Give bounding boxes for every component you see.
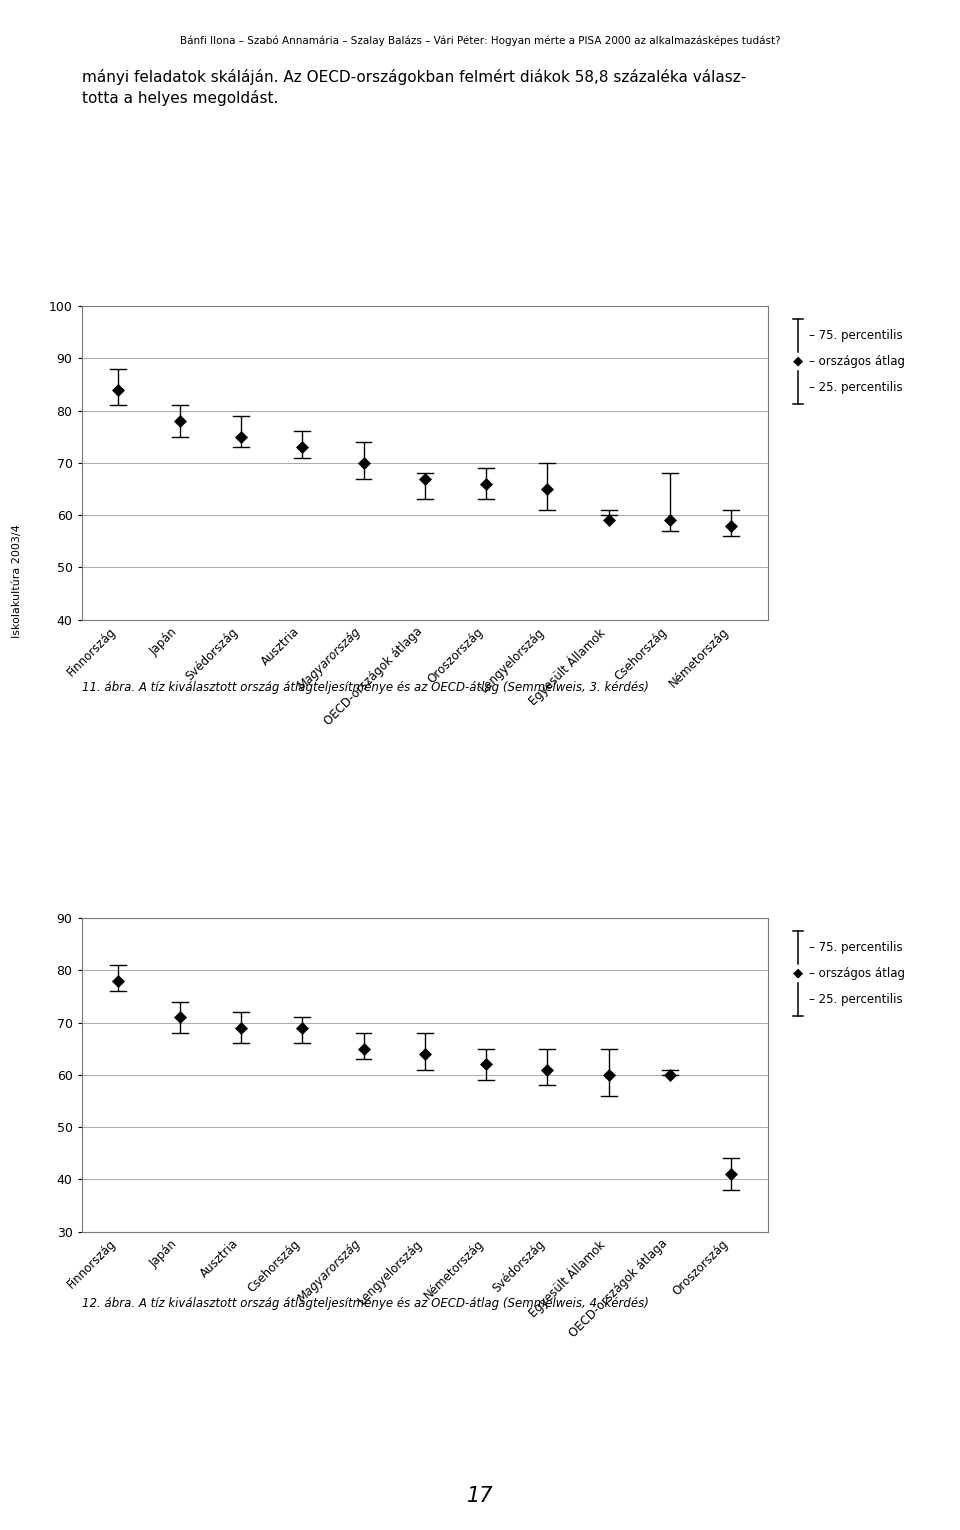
- Text: 17: 17: [467, 1486, 493, 1506]
- Text: OECD-országok átlaga: OECD-országok átlaga: [322, 626, 424, 728]
- Text: Ausztria: Ausztria: [198, 1238, 241, 1281]
- Text: – országos átlag: – országos átlag: [809, 967, 905, 979]
- Text: Iskolakultúra 2003/4: Iskolakultúra 2003/4: [12, 525, 22, 638]
- Text: Svédország: Svédország: [490, 1238, 547, 1294]
- Text: Lengyelország: Lengyelország: [355, 1238, 424, 1307]
- Text: Lengyelország: Lengyelország: [478, 626, 547, 695]
- Text: Finnország: Finnország: [64, 1238, 118, 1291]
- Text: Magyarország: Magyarország: [296, 626, 364, 693]
- Text: OECD-országok átlaga: OECD-országok átlaga: [566, 1238, 670, 1340]
- Text: Bánfi Ilona – Szabó Annamária – Szalay Balázs – Vári Péter: Hogyan mérte a PISA : Bánfi Ilona – Szabó Annamária – Szalay B…: [180, 35, 780, 46]
- Text: Oroszország: Oroszország: [425, 626, 486, 685]
- Text: ◆: ◆: [793, 967, 803, 979]
- Text: – 75. percentilis: – 75. percentilis: [809, 941, 903, 953]
- Text: Németország: Németország: [666, 626, 732, 690]
- Text: Finnország: Finnország: [64, 626, 118, 679]
- Text: Magyarország: Magyarország: [296, 1238, 364, 1305]
- Text: Csehország: Csehország: [612, 626, 670, 682]
- Text: Németország: Németország: [421, 1238, 486, 1302]
- Text: Ausztria: Ausztria: [259, 626, 302, 669]
- Text: Japán: Japán: [147, 1238, 180, 1270]
- Text: – 25. percentilis: – 25. percentilis: [809, 381, 903, 393]
- Text: 11. ábra. A tíz kiválasztott ország átlagteljesítménye és az OECD-átlag (Semmelw: 11. ábra. A tíz kiválasztott ország átla…: [82, 681, 648, 693]
- Text: – 25. percentilis: – 25. percentilis: [809, 993, 903, 1005]
- Text: Japán: Japán: [147, 626, 180, 658]
- Text: – országos átlag: – országos átlag: [809, 355, 905, 367]
- Text: ◆: ◆: [793, 355, 803, 367]
- Text: Egyesült Államok: Egyesült Államok: [526, 1238, 609, 1320]
- Text: Egyesült Államok: Egyesült Államok: [526, 626, 609, 708]
- Text: mányi feladatok skáláján. Az OECD-országokban felmért diákok 58,8 százaléka vála: mányi feladatok skáláján. Az OECD-ország…: [82, 69, 746, 106]
- Text: Svédország: Svédország: [183, 626, 241, 682]
- Text: – 75. percentilis: – 75. percentilis: [809, 329, 903, 341]
- Text: Csehország: Csehország: [245, 1238, 302, 1294]
- Text: 12. ábra. A tíz kiválasztott ország átlagteljesítménye és az OECD-átlag (Semmelw: 12. ábra. A tíz kiválasztott ország átla…: [82, 1297, 648, 1310]
- Text: Oroszország: Oroszország: [671, 1238, 732, 1297]
